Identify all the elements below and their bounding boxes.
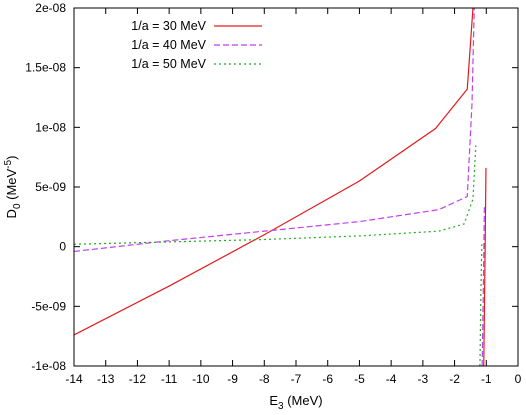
- series-line-1: [74, 8, 474, 336]
- plot-lines: [74, 8, 487, 366]
- y-tick-label: 5e-09: [35, 180, 66, 194]
- x-tick-label: -8: [259, 372, 270, 386]
- series-line-2: [481, 207, 485, 366]
- series-line-3: [479, 244, 483, 366]
- x-tick-label: 0: [515, 372, 522, 386]
- x-tick-label: -1: [481, 372, 492, 386]
- series-line-1: [483, 167, 487, 366]
- x-tick-label: -10: [192, 372, 210, 386]
- x-tick-label: -4: [386, 372, 397, 386]
- legend-label-1: 1/a = 30 MeV: [131, 19, 206, 33]
- y-axis-label: D0 (MeV-5): [3, 156, 23, 219]
- x-tick-label: -13: [97, 372, 115, 386]
- series-line-3: [74, 145, 477, 245]
- tick-labels: -14 -13 -12 -11 -10 -9 -8 -7 -6 -5 -4 -3 -2 -1 0-1e-08…: [25, 1, 521, 386]
- y-tick-label: -5e-09: [31, 299, 66, 313]
- x-tick-label: -7: [291, 372, 302, 386]
- legend-label-2: 1/a = 40 MeV: [131, 38, 206, 52]
- y-tick-label: 1e-08: [35, 120, 66, 134]
- legend-label-3: 1/a = 50 MeV: [131, 57, 206, 71]
- ticks: [73, 7, 519, 367]
- x-tick-label: -11: [161, 372, 178, 386]
- x-tick-label: -5: [354, 372, 365, 386]
- x-tick-label: -12: [129, 372, 147, 386]
- y-tick-label: 2e-08: [35, 1, 66, 15]
- x-tick-label: -2: [449, 372, 460, 386]
- x-tick-label: -3: [418, 372, 429, 386]
- y-tick-label: -1e-08: [31, 359, 66, 373]
- y-tick-label: 1.5e-08: [25, 61, 66, 75]
- y-tick-label: 0: [59, 240, 66, 254]
- x-tick-label: -14: [65, 372, 83, 386]
- x-tick-label: -9: [227, 372, 238, 386]
- series-line-2: [74, 8, 475, 253]
- x-axis-label: E3 (MeV): [269, 393, 322, 412]
- legend: 1/a = 30 MeV 1/a = 40 MeV 1/a = 50 MeV: [131, 19, 262, 71]
- x-tick-label: -6: [322, 372, 333, 386]
